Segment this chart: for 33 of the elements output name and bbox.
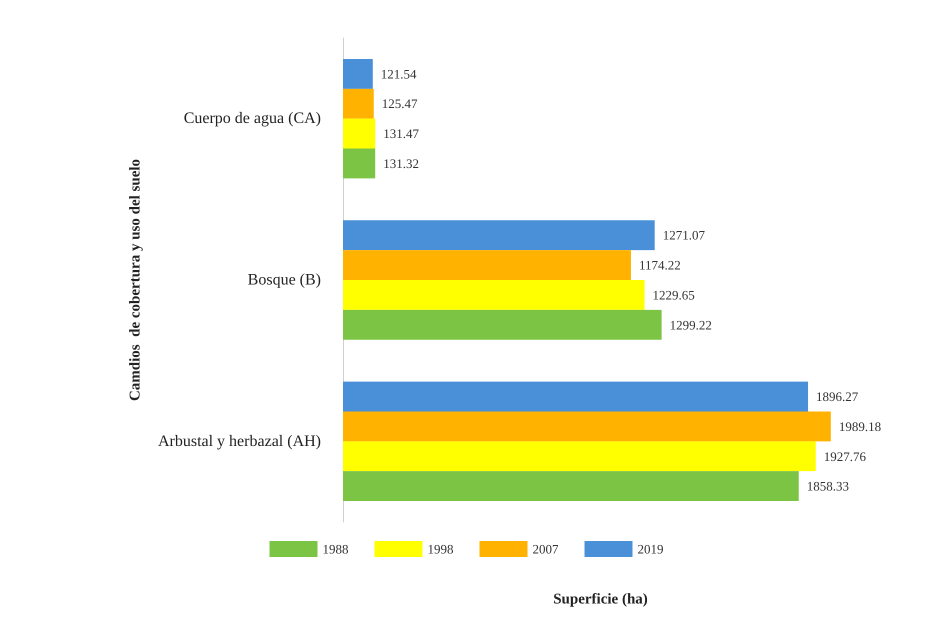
bar: [343, 310, 662, 340]
bar: [343, 441, 816, 472]
bar: [343, 88, 374, 119]
data-label: 1927.76: [824, 448, 867, 464]
data-label: 1229.65: [652, 287, 695, 302]
data-label: 1271.07: [662, 228, 706, 243]
bar: [343, 250, 631, 280]
legend-label: 2019: [638, 542, 664, 556]
bar: [343, 148, 376, 178]
y-tick-label: Bosque (B): [248, 272, 321, 288]
bar: [343, 411, 831, 442]
data-label: 131.32: [383, 156, 419, 171]
bar: [343, 471, 799, 502]
bar: [343, 280, 645, 310]
y-tick-label: Arbustal y herbazal (AH): [158, 432, 321, 450]
data-label: 131.47: [383, 126, 420, 142]
data-label: 1299.22: [670, 317, 712, 332]
data-label: 1174.22: [638, 258, 681, 273]
data-label: 1989.18: [838, 418, 882, 434]
y-axis-title: Camdios de cobertura y uso del suelo: [128, 158, 144, 402]
legend-label: 1998: [428, 542, 454, 556]
data-label: 125.47: [382, 96, 418, 112]
bar: [343, 118, 376, 149]
data-label: 1896.27: [816, 389, 859, 404]
legend-label: 2007: [532, 542, 559, 556]
bar: [343, 382, 808, 412]
legend-label: 1988: [322, 542, 348, 556]
x-axis-title: Superficie (ha): [553, 592, 648, 608]
data-label: 1858.33: [806, 478, 849, 494]
bar: [343, 58, 373, 89]
data-label: 121.54: [380, 66, 418, 82]
y-tick-label: Cuerpo de agua (CA): [184, 110, 321, 128]
bar: [343, 220, 655, 250]
